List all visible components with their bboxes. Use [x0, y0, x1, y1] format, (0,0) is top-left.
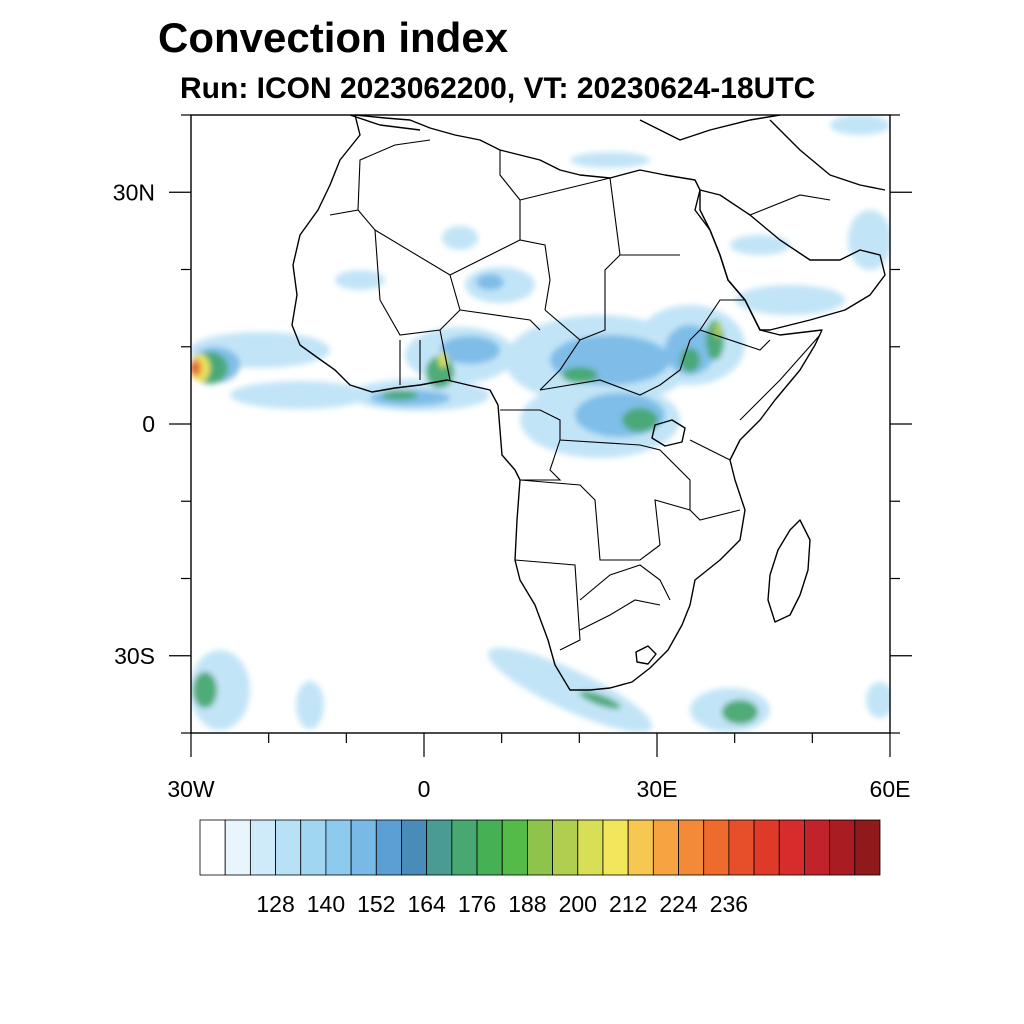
colorbar-label: 224 [659, 891, 698, 917]
colorbar-swatch [804, 819, 831, 876]
chart-subtitle: Run: ICON 2023062200, VT: 20230624-18UTC [180, 72, 816, 105]
colorbar-swatch [300, 819, 327, 876]
colorbar-swatch [678, 819, 705, 876]
colorbar-swatch [275, 819, 302, 876]
country-borders [329, 139, 831, 651]
colorbar-swatch [527, 819, 553, 876]
colorbar-swatch [602, 819, 629, 876]
colorbar-label: 236 [710, 891, 748, 917]
coastlines [291, 115, 886, 691]
colorbar-swatch [728, 819, 755, 876]
colorbar-swatch [426, 819, 453, 876]
colorbar-label: 140 [307, 891, 345, 917]
chart-title: Convection index [158, 14, 509, 61]
x-axis: 30W 0 30E 60E [167, 733, 911, 802]
colorbar-label: 176 [458, 891, 496, 917]
colorbar-label: 128 [256, 891, 294, 917]
colorbar-swatch [854, 819, 881, 876]
colorbar-swatch [325, 819, 352, 876]
colorbar-swatch [375, 819, 402, 876]
colorbar-swatch [577, 819, 604, 876]
colorbar-label: 200 [559, 891, 597, 917]
colorbar-swatch [224, 819, 251, 876]
x-tick-label: 0 [418, 776, 431, 802]
colorbar-swatch [753, 819, 780, 876]
convection-field [191, 115, 890, 733]
colorbar-swatch [627, 819, 654, 876]
colorbar-swatch [199, 819, 226, 876]
colorbar-swatch [552, 819, 579, 876]
y-tick-label: 0 [142, 411, 155, 437]
x-tick-label: 30W [167, 776, 215, 802]
colorbar-swatch [249, 819, 276, 876]
colorbar-swatch [350, 819, 377, 876]
colorbar-label: 212 [609, 891, 647, 917]
colorbar-swatch [451, 819, 478, 876]
colorbar-label: 152 [357, 891, 395, 917]
colorbar-swatch [401, 819, 428, 876]
colorbar-swatch [476, 819, 503, 876]
colorbar-swatch [778, 819, 805, 876]
y-axis: 30N 0 30S [113, 114, 912, 734]
colorbar-swatch [652, 819, 679, 876]
x-tick-label: 60E [870, 776, 911, 802]
colorbar: 128 140 152 164 176 188 200 212 224 236 [199, 819, 881, 917]
colorbar-swatch [829, 819, 856, 876]
colorbar-swatch [501, 819, 528, 876]
colorbar-label: 164 [407, 891, 446, 917]
y-tick-label: 30N [113, 179, 155, 205]
y-tick-label: 30S [114, 643, 155, 669]
x-tick-label: 30E [637, 776, 678, 802]
colorbar-swatch [703, 819, 730, 876]
colorbar-label: 188 [508, 891, 546, 917]
